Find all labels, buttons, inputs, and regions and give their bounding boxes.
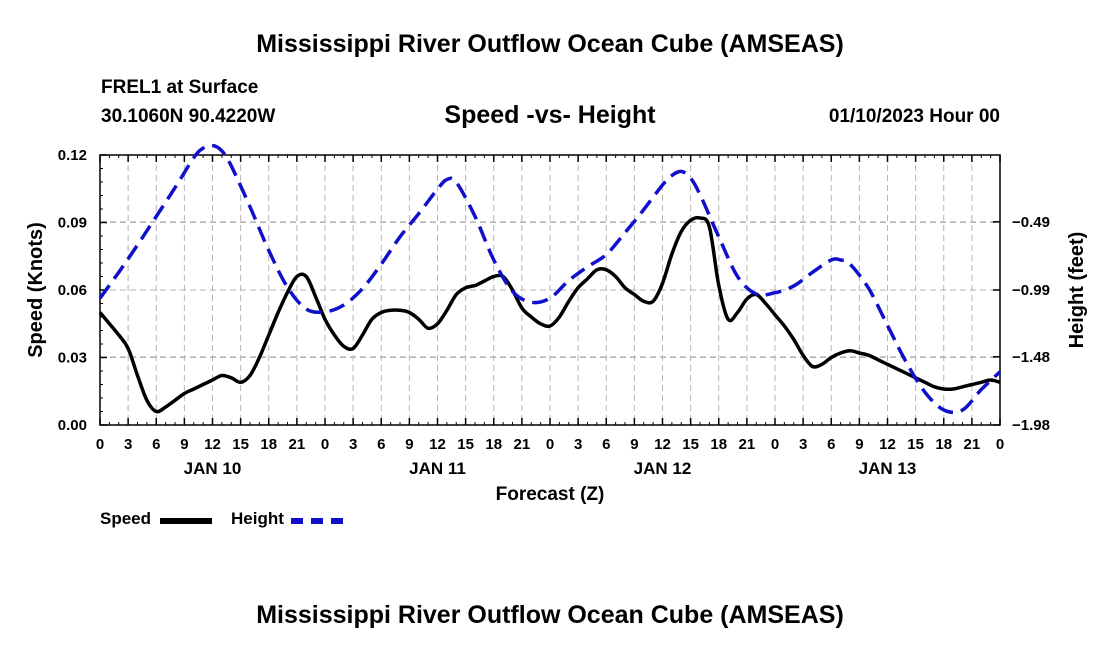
x-tick-label: 0 <box>771 436 779 453</box>
legend-height-label: Height <box>231 509 284 528</box>
x-tick-label: 6 <box>377 436 385 453</box>
y-tick-label: 0.00 <box>58 417 87 434</box>
y-tick-label: 0.09 <box>58 215 87 232</box>
forecast-datetime: 01/10/2023 Hour 00 <box>828 106 1000 127</box>
x-tick-label: 15 <box>457 436 474 453</box>
x-tick-label: 15 <box>232 436 249 453</box>
day-label: JAN 12 <box>634 459 692 478</box>
x-tick-label: 18 <box>260 436 277 453</box>
x-tick-label: 21 <box>739 436 756 453</box>
x-tick-label: 15 <box>907 436 924 453</box>
x-tick-label: 12 <box>654 436 671 453</box>
x-tick-label: 3 <box>124 436 132 453</box>
x-tick-label: 0 <box>546 436 554 453</box>
y2-axis-label: Height (feet) <box>1066 232 1088 349</box>
x-tick-label: 21 <box>964 436 981 453</box>
legend-speed-swatch <box>160 518 212 524</box>
x-tick-label: 9 <box>180 436 188 453</box>
x-tick-label: 12 <box>204 436 221 453</box>
x-tick-label: 3 <box>349 436 357 453</box>
day-label: JAN 10 <box>184 459 242 478</box>
x-tick-label: 3 <box>799 436 807 453</box>
chart-title: Speed -vs- Height <box>444 101 656 129</box>
x-tick-label: 21 <box>289 436 306 453</box>
x-tick-label: 15 <box>682 436 699 453</box>
station-label: FREL1 at Surface <box>101 77 259 98</box>
x-tick-label: 0 <box>321 436 329 453</box>
y2-tick-label: −1.48 <box>1012 349 1050 366</box>
legend-speed-label: Speed <box>100 509 152 528</box>
page-title: Mississippi River Outflow Ocean Cube (AM… <box>256 30 844 58</box>
x-tick-label: 18 <box>710 436 727 453</box>
speed-series-line <box>98 215 1001 414</box>
y2-tick-label: −0.49 <box>1012 214 1050 231</box>
coordinates-label: 30.1060N 90.4220W <box>101 106 276 127</box>
x-tick-label: 0 <box>996 436 1004 453</box>
x-tick-label: 0 <box>96 436 104 453</box>
y2-tick-label: −0.99 <box>1012 282 1050 299</box>
x-tick-label: 18 <box>485 436 502 453</box>
x-tick-label: 21 <box>514 436 531 453</box>
x-tick-label: 18 <box>935 436 952 453</box>
y-tick-label: 0.06 <box>58 282 87 299</box>
footer-title: Mississippi River Outflow Ocean Cube (AM… <box>256 601 844 629</box>
x-tick-label: 3 <box>574 436 582 453</box>
x-tick-label: 9 <box>405 436 413 453</box>
x-tick-label: 12 <box>429 436 446 453</box>
x-tick-label: 6 <box>152 436 160 453</box>
height-series-line <box>98 143 1002 415</box>
x-axis-label: Forecast (Z) <box>496 484 605 505</box>
day-label: JAN 13 <box>859 459 917 478</box>
y2-tick-label: −1.98 <box>1012 417 1050 434</box>
x-tick-label: 6 <box>602 436 610 453</box>
x-tick-label: 12 <box>879 436 896 453</box>
legend-height-swatch <box>291 518 343 524</box>
x-tick-label: 6 <box>827 436 835 453</box>
x-tick-label: 9 <box>855 436 863 453</box>
x-tick-label: 9 <box>630 436 638 453</box>
y-tick-label: 0.12 <box>58 147 87 164</box>
y-tick-label: 0.03 <box>58 350 87 367</box>
day-label: JAN 11 <box>409 459 466 478</box>
y-axis-label: Speed (Knots) <box>25 222 47 358</box>
